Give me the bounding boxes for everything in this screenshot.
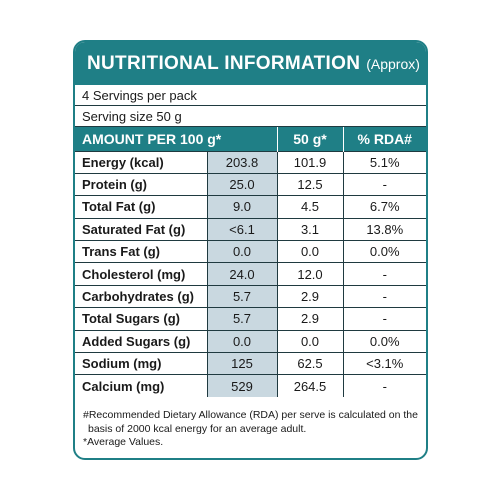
nutrient-name: Sodium (mg) [75,352,207,375]
value-rda: - [342,307,426,331]
value-per-50g: 4.5 [276,195,343,219]
value-per-50g: 0.0 [276,329,343,353]
value-rda: - [342,262,426,286]
table-row: Protein (g) 25.0 12.5- [75,172,426,196]
value-per-100g: 0.0 [206,329,277,353]
value-rda: - [342,172,426,196]
value-per-50g: 264.5 [276,374,343,398]
value-per-100g: 5.7 [206,307,277,331]
value-rda: 5.1% [342,150,426,174]
value-rda: - [342,284,426,308]
value-rda: 0.0% [342,240,426,263]
table-header-row: AMOUNT PER 100 g* 50 g* % RDA# [75,127,426,151]
table-row: Calcium (mg) 529 264.5- [75,374,426,398]
value-per-50g: 0.0 [276,240,343,263]
value-per-50g: 12.5 [276,172,343,196]
serving-size-text: Serving size 50 g [82,108,182,124]
value-per-50g: 101.9 [276,150,343,174]
label-title-suffix: (Approx) [366,55,420,72]
table-row: Added Sugars (g) 0.0 0.0 0.0% [75,329,426,353]
nutrition-label: NUTRITIONAL INFORMATION (Approx) 4 Servi… [73,40,428,460]
value-per-50g: 62.5 [276,352,343,375]
nutrient-name: Trans Fat (g) [75,240,207,263]
nutrient-name: Total Sugars (g) [75,307,207,331]
header-per-serving: 50 g* [276,127,343,151]
header-amount: AMOUNT PER 100 g* [75,127,277,151]
value-per-50g: 12.0 [276,262,343,286]
value-rda: 6.7% [342,195,426,219]
nutrition-rows: Energy (kcal) 203.8 101.9 5.1% Protein (g) 2… [75,150,426,398]
value-rda: - [342,374,426,398]
table-row: Total Fat (g) 9.0 4.5 6.7% [75,195,426,219]
table-row: Total Sugars (g) 5.7 2.9- [75,307,426,331]
footnote-average: *Average Values. [83,436,164,449]
value-rda: 0.0% [342,329,426,353]
table-row: Energy (kcal) 203.8 101.9 5.1% [75,150,426,174]
table-row: Carbohydrates (g) 5.7 2.9- [75,284,426,308]
value-per-100g: 9.0 [206,195,277,219]
nutrient-name: Energy (kcal) [75,150,207,174]
table-row: Cholesterol (mg) 24.0 12.0- [75,262,426,286]
nutrient-name: Added Sugars (g) [75,329,207,353]
value-per-100g: 0.0 [206,240,277,263]
header-rda: % RDA# [342,127,426,151]
nutrient-name: Total Fat (g) [75,195,207,219]
value-rda: <3.1% [342,352,426,375]
value-per-100g: 5.7 [206,284,277,308]
footnote-rda-line1: #Recommended Dietary Allowance (RDA) per… [83,409,418,422]
nutrient-name: Saturated Fat (g) [75,217,207,241]
value-per-100g: 25.0 [206,172,277,196]
value-per-50g: 3.1 [276,217,343,241]
value-rda: 13.8% [342,217,426,241]
value-per-50g: 2.9 [276,284,343,308]
title-bar: NUTRITIONAL INFORMATION (Approx) [75,42,426,85]
table-row: Trans Fat (g) 0.0 0.0 0.0% [75,240,426,263]
footnotes: #Recommended Dietary Allowance (RDA) per… [75,397,426,450]
nutrient-name: Carbohydrates (g) [75,284,207,308]
footnote-rda-line2: basis of 2000 kcal energy for an average… [88,422,307,435]
value-per-100g: <6.1 [206,217,277,241]
table-row: Saturated Fat (g) <6.1 3.1 13.8% [75,217,426,241]
servings-per-pack-text: 4 Servings per pack [82,87,197,103]
servings-per-pack: 4 Servings per pack [75,85,426,106]
table-row: Sodium (mg) 125 62.5 <3.1% [75,352,426,375]
nutrient-name: Protein (g) [75,172,207,196]
value-per-100g: 203.8 [206,150,277,174]
value-per-50g: 2.9 [276,307,343,331]
nutrition-table: AMOUNT PER 100 g* 50 g* % RDA# Energy (k… [75,127,426,398]
value-per-100g: 529 [206,374,277,398]
serving-size: Serving size 50 g [75,106,426,127]
value-per-100g: 125 [206,352,277,375]
nutrient-name: Cholesterol (mg) [75,262,207,286]
nutrient-name: Calcium (mg) [75,374,207,398]
value-per-100g: 24.0 [206,262,277,286]
label-title: NUTRITIONAL INFORMATION [87,52,361,74]
